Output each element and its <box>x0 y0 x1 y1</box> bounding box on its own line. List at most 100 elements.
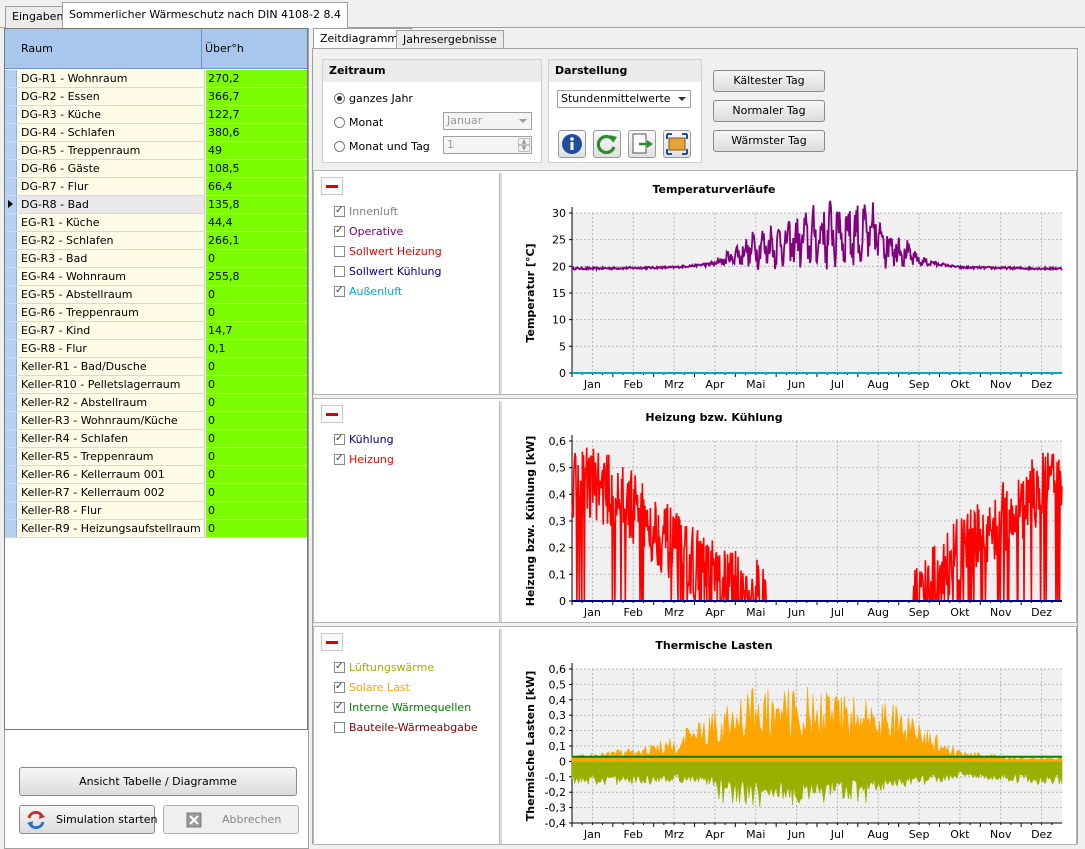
row-indicator[interactable] <box>5 160 17 177</box>
row-indicator[interactable] <box>5 322 17 339</box>
table-row[interactable]: EG-R3 - Bad 0 <box>5 250 307 268</box>
row-indicator[interactable] <box>5 268 17 285</box>
table-row[interactable]: Keller-R7 - Kellerraum 002 0 <box>5 484 307 502</box>
cell-raum[interactable]: EG-R7 - Kind <box>18 322 205 339</box>
cell-value[interactable]: 0 <box>206 376 307 393</box>
table-row[interactable]: EG-R5 - Abstellraum 0 <box>5 286 307 304</box>
row-indicator[interactable] <box>5 70 17 87</box>
row-indicator[interactable] <box>5 520 17 537</box>
checkbox-sollwert-heizung[interactable] <box>334 246 345 257</box>
cell-raum[interactable]: Keller-R4 - Schlafen <box>18 430 205 447</box>
tab-zeitdiagramme[interactable]: Zeitdiagramme <box>313 28 412 50</box>
table-row[interactable]: Keller-R5 - Treppenraum 0 <box>5 448 307 466</box>
tab-eingaben[interactable]: Eingaben <box>5 6 71 28</box>
cell-value[interactable]: 0 <box>206 304 307 321</box>
table-row[interactable]: DG-R1 - Wohnraum 270,2 <box>5 70 307 88</box>
cell-value[interactable]: 0 <box>206 250 307 267</box>
day-spinner[interactable]: 1 ▲ ▼ <box>443 136 532 154</box>
collapse-icon[interactable] <box>321 177 343 195</box>
cell-raum[interactable]: DG-R8 - Bad <box>18 196 205 213</box>
row-indicator[interactable] <box>5 412 17 429</box>
cell-value[interactable]: 122,7 <box>206 106 307 123</box>
cell-raum[interactable]: Keller-R9 - Heizungsaufstellraum <box>18 520 205 537</box>
cell-raum[interactable]: DG-R2 - Essen <box>18 88 205 105</box>
collapse-icon[interactable] <box>321 405 343 423</box>
row-indicator[interactable] <box>5 250 17 267</box>
cell-value[interactable]: 270,2 <box>206 70 307 87</box>
legend-kuehlung[interactable]: Kühlung <box>334 432 394 453</box>
cell-value[interactable]: 266,1 <box>206 232 307 249</box>
cell-value[interactable]: 0 <box>206 448 307 465</box>
warmest-day-button[interactable]: Wärmster Tag <box>713 130 825 152</box>
legend-interne-waermequellen[interactable]: Interne Wärmequellen <box>334 700 478 721</box>
table-row[interactable]: DG-R5 - Treppenraum 49 <box>5 142 307 160</box>
cell-raum[interactable]: DG-R1 - Wohnraum <box>18 70 205 87</box>
fit-view-button[interactable] <box>663 130 691 158</box>
checkbox-bauteile-waermeabgabe[interactable] <box>334 722 345 733</box>
cell-raum[interactable]: DG-R7 - Flur <box>18 178 205 195</box>
cell-value[interactable]: 366,7 <box>206 88 307 105</box>
row-indicator[interactable] <box>5 286 17 303</box>
legend-operative[interactable]: Operative <box>334 224 442 245</box>
row-indicator[interactable] <box>5 142 17 159</box>
export-button[interactable] <box>628 130 656 158</box>
table-row[interactable]: DG-R7 - Flur 66,4 <box>5 178 307 196</box>
row-indicator[interactable] <box>5 484 17 501</box>
cancel-button[interactable]: Abbrechen <box>163 805 299 834</box>
refresh-button[interactable] <box>593 130 621 158</box>
start-simulation-button[interactable]: Simulation starten <box>19 805 157 834</box>
row-indicator[interactable] <box>5 304 17 321</box>
cell-raum[interactable]: Keller-R1 - Bad/Dusche <box>18 358 205 375</box>
cell-value[interactable]: 0,1 <box>206 340 307 357</box>
cell-value[interactable]: 0 <box>206 358 307 375</box>
cell-value[interactable]: 255,8 <box>206 268 307 285</box>
cell-raum[interactable]: EG-R8 - Flur <box>18 340 205 357</box>
cell-raum[interactable]: EG-R4 - Wohnraum <box>18 268 205 285</box>
checkbox-solare-last[interactable] <box>334 680 345 694</box>
cell-value[interactable]: 0 <box>206 484 307 501</box>
cell-raum[interactable]: Keller-R3 - Wohnraum/Küche <box>18 412 205 429</box>
table-row[interactable]: EG-R2 - Schlafen 266,1 <box>5 232 307 250</box>
row-indicator[interactable] <box>5 358 17 375</box>
checkbox-sollwert-kuehlung[interactable] <box>334 266 345 277</box>
radio-monat[interactable] <box>334 117 345 128</box>
cell-raum[interactable]: DG-R6 - Gäste <box>18 160 205 177</box>
cell-value[interactable]: 44,4 <box>206 214 307 231</box>
table-row[interactable]: EG-R4 - Wohnraum 255,8 <box>5 268 307 286</box>
row-indicator[interactable] <box>5 124 17 141</box>
checkbox-operative[interactable] <box>334 224 345 238</box>
table-row[interactable]: EG-R1 - Küche 44,4 <box>5 214 307 232</box>
info-button[interactable] <box>558 130 586 158</box>
row-indicator[interactable] <box>5 430 17 447</box>
row-indicator[interactable] <box>5 178 17 195</box>
radio-ganzes-jahr[interactable] <box>334 93 345 104</box>
column-header-value[interactable]: Über°h <box>205 42 244 55</box>
table-row[interactable]: EG-R8 - Flur 0,1 <box>5 340 307 358</box>
cell-value[interactable]: 0 <box>206 520 307 537</box>
table-row[interactable]: DG-R2 - Essen 366,7 <box>5 88 307 106</box>
cell-value[interactable]: 66,4 <box>206 178 307 195</box>
legend-bauteile-waermeabgabe[interactable]: Bauteile-Wärmeabgabe <box>334 721 478 741</box>
column-header-raum[interactable]: Raum <box>21 42 53 55</box>
spinner-down-icon[interactable]: ▼ <box>518 145 530 152</box>
cell-value[interactable]: 0 <box>206 286 307 303</box>
coldest-day-button[interactable]: Kältester Tag <box>713 70 825 92</box>
row-indicator[interactable] <box>5 232 17 249</box>
tab-sommerlicher-waermeschutz[interactable]: Sommerlicher Wärmeschutz nach DIN 4108-2… <box>62 2 349 28</box>
checkbox-aussenluft[interactable] <box>334 284 345 298</box>
row-indicator[interactable] <box>5 214 17 231</box>
table-row[interactable]: EG-R6 - Treppenraum 0 <box>5 304 307 322</box>
checkbox-kuehlung[interactable] <box>334 432 345 446</box>
legend-heizung[interactable]: Heizung <box>334 452 394 473</box>
checkbox-lueftungswaerme[interactable] <box>334 660 345 674</box>
checkbox-heizung[interactable] <box>334 452 345 466</box>
cell-value[interactable]: 0 <box>206 430 307 447</box>
row-indicator[interactable] <box>5 376 17 393</box>
darstellung-select[interactable]: Stundenmittelwerte <box>557 90 691 108</box>
table-row[interactable]: Keller-R4 - Schlafen 0 <box>5 430 307 448</box>
cell-raum[interactable]: EG-R6 - Treppenraum <box>18 304 205 321</box>
cell-raum[interactable]: EG-R2 - Schlafen <box>18 232 205 249</box>
table-row[interactable]: Keller-R3 - Wohnraum/Küche 0 <box>5 412 307 430</box>
room-table[interactable]: Raum Über°h DG-R1 - Wohnraum 270,2 DG-R2 -… <box>4 28 308 730</box>
cell-raum[interactable]: Keller-R10 - Pelletslagerraum <box>18 376 205 393</box>
